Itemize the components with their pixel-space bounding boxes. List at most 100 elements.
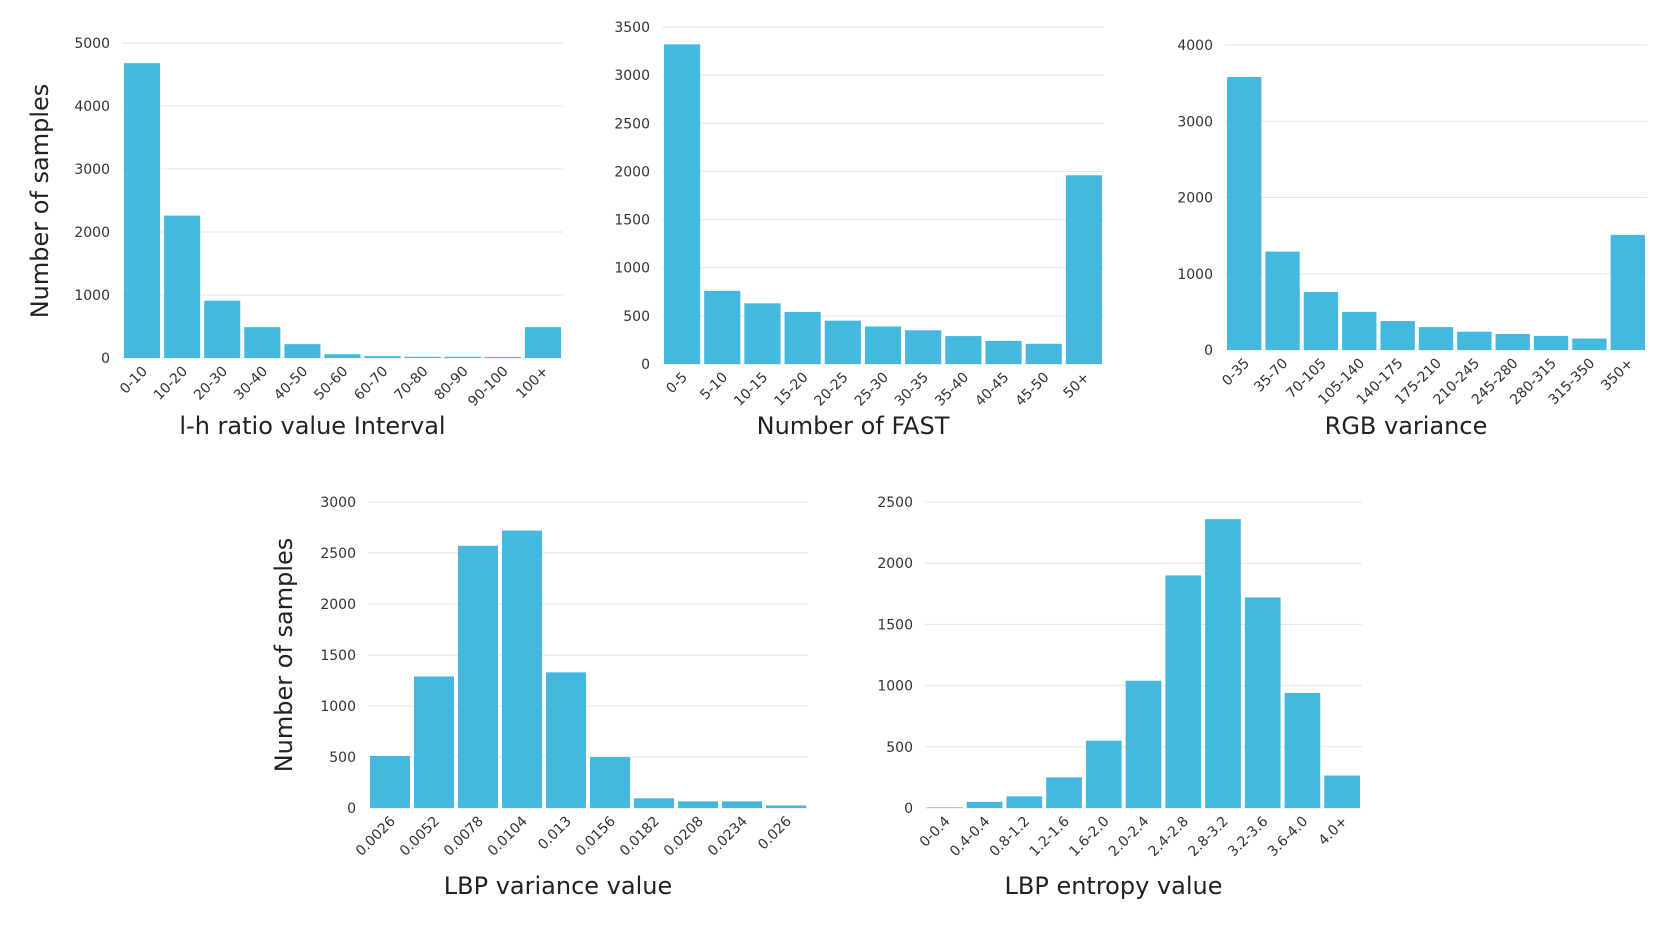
x-axis-label: Number of FAST xyxy=(756,412,950,440)
bar-0.0052 xyxy=(414,676,454,808)
bar-3.2-3.6 xyxy=(1244,597,1281,808)
x-axis-label: RGB variance xyxy=(1324,412,1488,440)
bar-1.2-1.6 xyxy=(1046,777,1082,808)
y-tick-label: 0 xyxy=(641,357,650,373)
bar-70-105 xyxy=(1303,292,1339,350)
bar-25-30 xyxy=(864,326,902,364)
y-tick-label: 0 xyxy=(904,801,913,817)
x-tick-label: 2.8-3.2 xyxy=(1185,814,1231,860)
bar-0.013 xyxy=(546,672,586,808)
y-tick-label: 2000 xyxy=(877,556,913,572)
bar-40-50 xyxy=(284,344,321,358)
y-tick-label: 2000 xyxy=(74,225,110,241)
x-tick-label: 3.2-3.6 xyxy=(1225,813,1271,859)
y-tick-label: 1000 xyxy=(320,699,356,715)
y-tick-label: 4000 xyxy=(74,99,110,115)
bar-35-40 xyxy=(945,336,982,364)
bar-0-35 xyxy=(1227,77,1262,351)
bar-315-350 xyxy=(1572,338,1607,350)
bar-60-70 xyxy=(364,356,401,358)
y-tick-label: 1000 xyxy=(877,679,913,695)
x-tick-label: 1.2-1.6 xyxy=(1026,813,1072,859)
bar-30-40 xyxy=(244,327,281,358)
bar-15-20 xyxy=(784,312,821,364)
bar-1.6-2.0 xyxy=(1085,740,1122,808)
bar-245-280 xyxy=(1495,333,1530,350)
x-tick-label: 3.6-4.0 xyxy=(1265,814,1311,860)
bar-0.0078 xyxy=(458,545,498,808)
bar-40-45 xyxy=(985,340,1022,364)
bar-175-210 xyxy=(1418,327,1454,350)
bar-0.8-1.2 xyxy=(1006,796,1043,808)
bar-5-10 xyxy=(704,290,741,364)
bar-0.0156 xyxy=(590,757,630,808)
y-tick-label: 3000 xyxy=(614,68,650,84)
bar-0.4-0.4 xyxy=(966,801,1003,808)
y-tick-label: 1000 xyxy=(1177,267,1213,283)
bar-2.0-2.4 xyxy=(1125,680,1162,808)
bar-350+ xyxy=(1610,234,1645,350)
x-tick-label: 2.4-2.8 xyxy=(1146,814,1192,860)
y-tick-label: 500 xyxy=(623,309,650,325)
bar-140-175 xyxy=(1380,321,1415,350)
bar-90-100 xyxy=(484,357,521,358)
y-tick-label: 0 xyxy=(1204,343,1213,359)
x-axis-label: LBP entropy value xyxy=(1004,872,1223,900)
x-tick-label: 4.0+ xyxy=(1316,814,1351,849)
bar-70-80 xyxy=(404,356,441,358)
y-tick-label: 1000 xyxy=(614,261,650,277)
y-tick-label: 4000 xyxy=(1177,38,1213,54)
bar-0-10 xyxy=(124,63,161,358)
bar-20-30 xyxy=(204,300,241,358)
x-tick-label: 0.8-1.2 xyxy=(987,814,1033,860)
bar-105-140 xyxy=(1342,311,1377,350)
y-tick-label: 1500 xyxy=(877,617,913,633)
bar-100+ xyxy=(524,327,561,358)
y-tick-label: 0 xyxy=(347,801,356,817)
bar-20-25 xyxy=(824,320,861,364)
bar-0.0208 xyxy=(678,801,718,808)
y-tick-label: 500 xyxy=(329,750,356,766)
y-tick-label: 500 xyxy=(886,740,913,756)
y-tick-label: 5000 xyxy=(74,36,110,52)
bar-0.026 xyxy=(766,805,806,808)
y-tick-label: 2500 xyxy=(877,495,913,511)
bar-3.6-4.0 xyxy=(1284,692,1321,808)
bar-0.0182 xyxy=(634,798,674,808)
y-tick-label: 3500 xyxy=(614,20,650,36)
y-tick-label: 2000 xyxy=(320,597,356,613)
y-tick-label: 3000 xyxy=(320,495,356,511)
bar-0-5 xyxy=(664,44,701,365)
bar-4.0+ xyxy=(1324,775,1360,808)
bar-2.4-2.8 xyxy=(1165,575,1202,808)
y-tick-label: 2500 xyxy=(614,116,650,132)
y-tick-label: 1500 xyxy=(320,648,356,664)
y-tick-label: 2000 xyxy=(614,164,650,180)
bar-0.0026 xyxy=(370,755,410,808)
bar-30-35 xyxy=(905,330,942,364)
y-tick-label: 2000 xyxy=(1177,191,1213,207)
bar-50-60 xyxy=(324,354,361,358)
bar-10-20 xyxy=(164,215,201,358)
bar-0.0234 xyxy=(722,801,762,808)
bar-10-15 xyxy=(744,303,781,364)
bar-35-70 xyxy=(1265,251,1300,350)
x-tick-label: 0-0.4 xyxy=(917,813,954,850)
x-tick-label: 0.4-0.4 xyxy=(947,813,993,859)
x-tick-label: 1.6-2.0 xyxy=(1066,814,1112,860)
bar-210-245 xyxy=(1457,331,1492,350)
y-tick-label: 2500 xyxy=(320,546,356,562)
bar-2.8-3.2 xyxy=(1205,519,1241,808)
y-tick-label: 0 xyxy=(101,351,110,367)
bar-80-90 xyxy=(444,356,481,358)
bar-0.0104 xyxy=(502,530,542,808)
x-tick-label: 2.0-2.4 xyxy=(1106,813,1152,859)
bar-0-0.4 xyxy=(927,807,963,808)
bar-50+ xyxy=(1065,175,1102,364)
